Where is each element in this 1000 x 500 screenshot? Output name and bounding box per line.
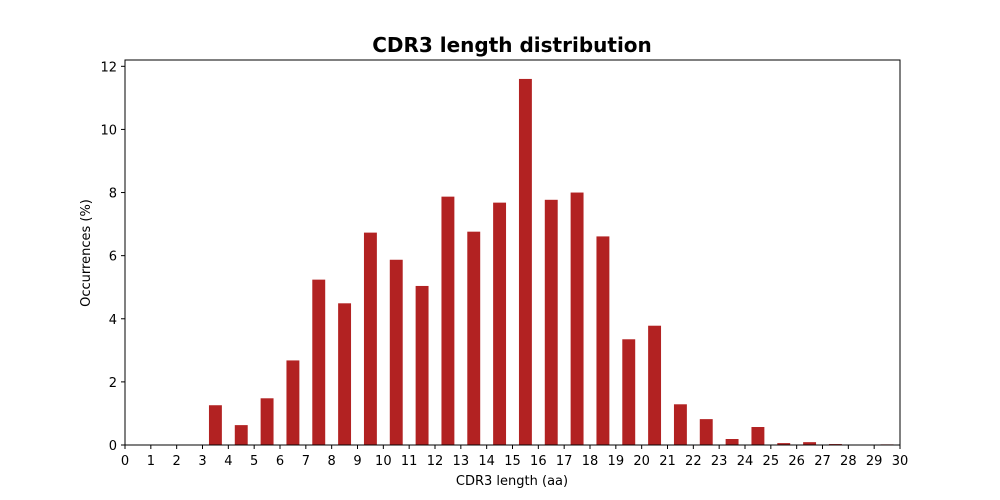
bar-3: [209, 405, 222, 445]
x-tick-label: 19: [608, 454, 625, 469]
x-tick-label: 5: [250, 454, 258, 469]
x-tick-label: 1: [147, 454, 155, 469]
x-tick-label: 7: [302, 454, 310, 469]
x-tick-label: 11: [401, 454, 418, 469]
bar-series: [209, 79, 894, 445]
y-tick-label: 0: [109, 439, 117, 454]
x-tick-label: 0: [121, 454, 129, 469]
y-tick-label: 6: [109, 250, 117, 265]
x-tick-label: 18: [582, 454, 599, 469]
x-tick-label: 23: [711, 454, 728, 469]
x-tick-label: 17: [556, 454, 573, 469]
x-tick-label: 13: [453, 454, 470, 469]
bar-8: [338, 303, 351, 445]
bar-23: [726, 439, 739, 445]
bar-12: [441, 197, 454, 445]
x-tick-label: 24: [737, 454, 754, 469]
x-tick-label: 12: [427, 454, 444, 469]
bar-10: [390, 260, 403, 445]
x-tick-label: 6: [276, 454, 284, 469]
bar-14: [493, 203, 506, 445]
x-tick-label: 4: [224, 454, 232, 469]
y-tick-label: 4: [109, 313, 117, 328]
bar-5: [261, 398, 274, 445]
y-tick-label: 10: [100, 123, 117, 138]
x-tick-label: 20: [633, 454, 650, 469]
bar-16: [545, 200, 558, 445]
bar-19: [622, 339, 635, 445]
x-tick-label: 25: [763, 454, 780, 469]
y-axis: 0 2 4 6 8 10 12: [100, 60, 125, 454]
x-tick-label: 29: [866, 454, 883, 469]
x-tick-label: 14: [478, 454, 495, 469]
bar-15: [519, 79, 532, 445]
bar-24: [751, 427, 764, 445]
plot-frame: [125, 60, 900, 445]
y-tick-label: 2: [109, 376, 117, 391]
bar-6: [286, 360, 299, 445]
chart-title: CDR3 length distribution: [372, 33, 652, 57]
x-tick-label: 9: [353, 454, 361, 469]
x-tick-label: 22: [685, 454, 702, 469]
x-tick-label: 3: [198, 454, 206, 469]
x-tick-label: 16: [530, 454, 547, 469]
bar-18: [596, 236, 609, 445]
bar-22: [700, 419, 713, 445]
x-tick-label: 30: [892, 454, 909, 469]
y-tick-label: 12: [100, 60, 117, 75]
bar-20: [648, 326, 661, 445]
bar-17: [571, 193, 584, 445]
x-tick-label: 21: [659, 454, 676, 469]
x-axis-label: CDR3 length (aa): [456, 474, 568, 489]
y-tick-label: 8: [109, 187, 117, 202]
y-axis-label: Occurrences (%): [79, 199, 94, 307]
bar-4: [235, 425, 248, 445]
x-tick-label: 26: [788, 454, 805, 469]
x-tick-label: 8: [328, 454, 336, 469]
bar-11: [416, 286, 429, 445]
x-tick-label: 28: [840, 454, 857, 469]
bar-13: [467, 232, 480, 445]
bar-9: [364, 233, 377, 445]
x-tick-label: 27: [814, 454, 831, 469]
bar-21: [674, 404, 687, 445]
x-tick-label: 10: [375, 454, 392, 469]
x-tick-label: 15: [504, 454, 521, 469]
x-axis: 0123456789101112131415161718192021222324…: [121, 445, 908, 469]
bar-7: [312, 280, 325, 445]
x-tick-label: 2: [173, 454, 181, 469]
